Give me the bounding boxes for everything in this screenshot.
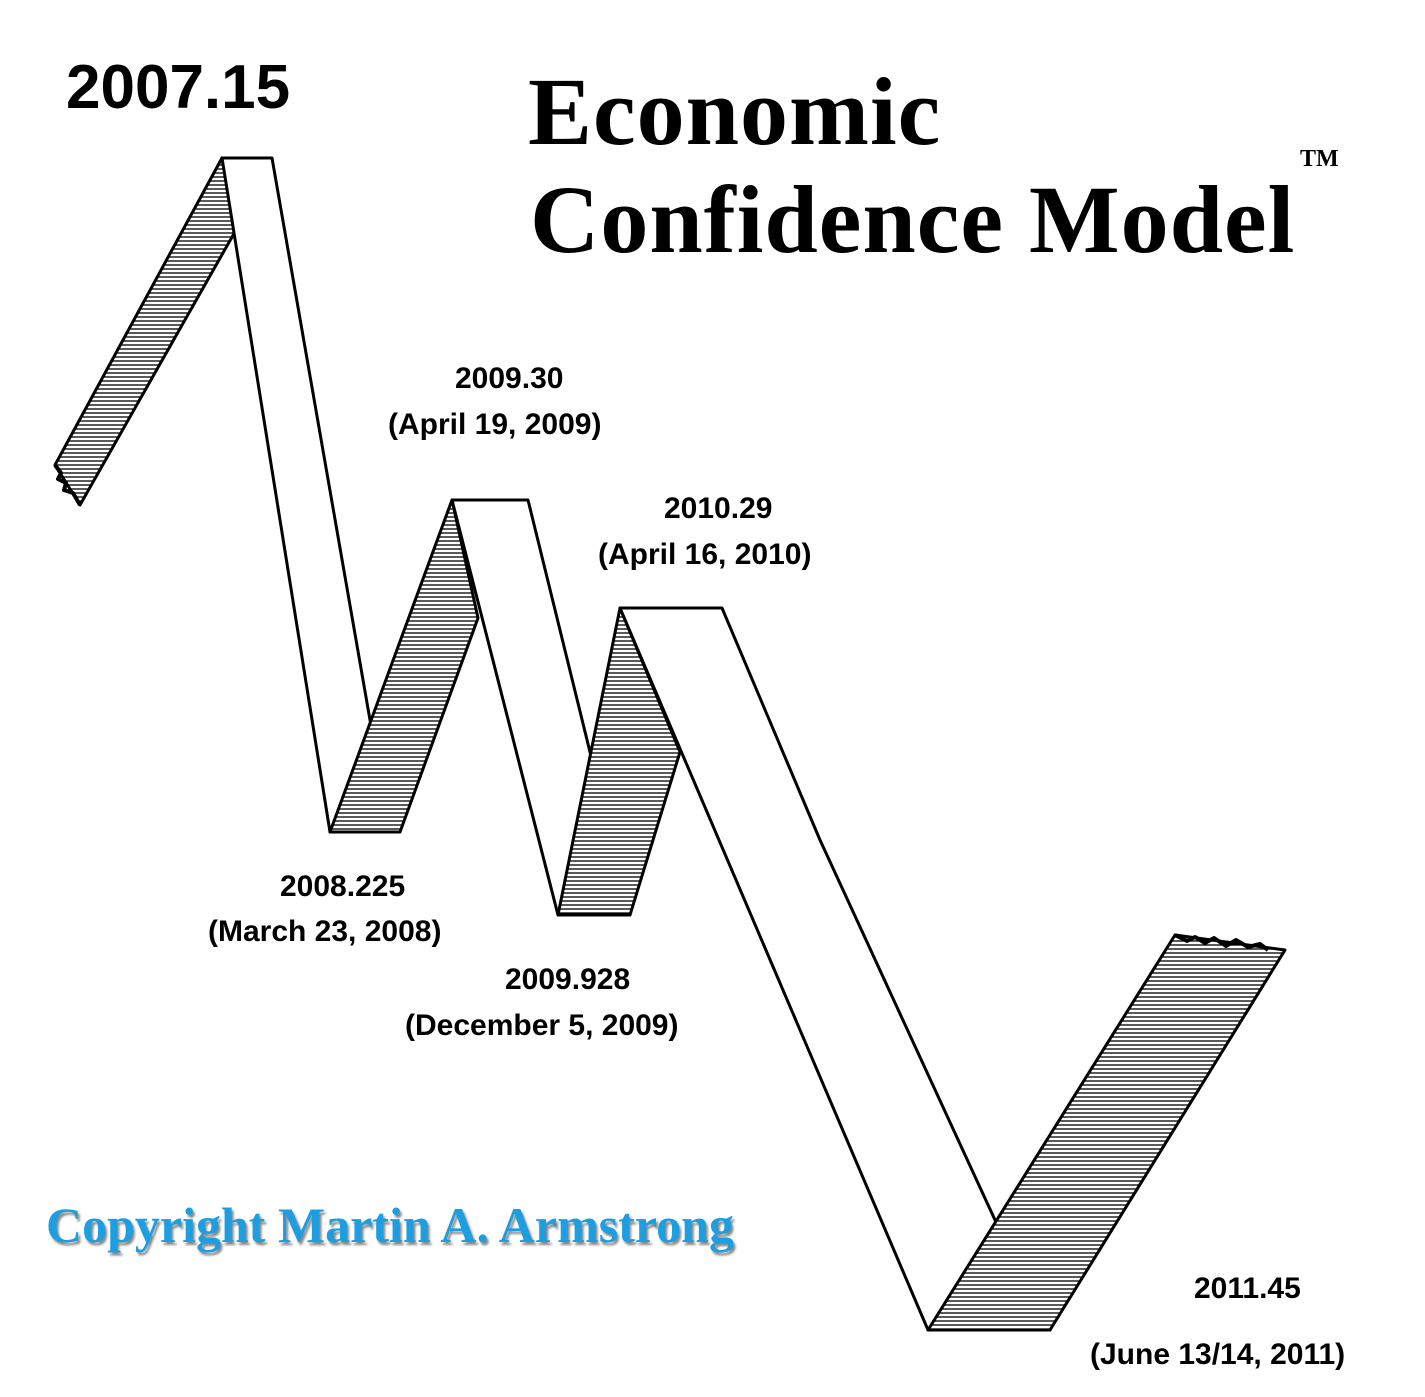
turning-point-2009-30-value: 2009.30 bbox=[455, 362, 564, 395]
ribbon-torn-end bbox=[1174, 933, 1270, 952]
ribbon-rise-2011 bbox=[926, 933, 1287, 1332]
turning-point-2007-value: 2007.15 bbox=[66, 53, 291, 122]
copyright-notice: Copyright Martin A. Armstrong bbox=[46, 1197, 734, 1253]
ribbon-rise-2007 bbox=[53, 156, 238, 507]
trademark-mark: TM bbox=[1300, 146, 1339, 172]
turning-point-2008-225-value: 2008.225 bbox=[280, 870, 406, 903]
turning-point-2008-225-date: (March 23, 2008) bbox=[208, 915, 442, 948]
turning-point-2010-29-date: (April 16, 2010) bbox=[598, 538, 812, 571]
turning-point-2011-45-date: (June 13/14, 2011) bbox=[1090, 1338, 1346, 1371]
ribbon-torn-start bbox=[53, 463, 82, 507]
turning-point-2009-928-date: (December 5, 2009) bbox=[405, 1009, 679, 1042]
turning-point-2011-45-value: 2011.45 bbox=[1194, 1272, 1301, 1305]
turning-point-2010-29-value: 2010.29 bbox=[664, 492, 773, 525]
title-line-2: Confidence Model bbox=[530, 166, 1296, 273]
turning-point-2009-928-value: 2009.928 bbox=[505, 963, 631, 996]
ribbon-rise-2008-2009 bbox=[328, 498, 480, 834]
title-line-1: Economic bbox=[528, 58, 942, 165]
turning-point-2009-30-date: (April 19, 2009) bbox=[388, 408, 602, 441]
